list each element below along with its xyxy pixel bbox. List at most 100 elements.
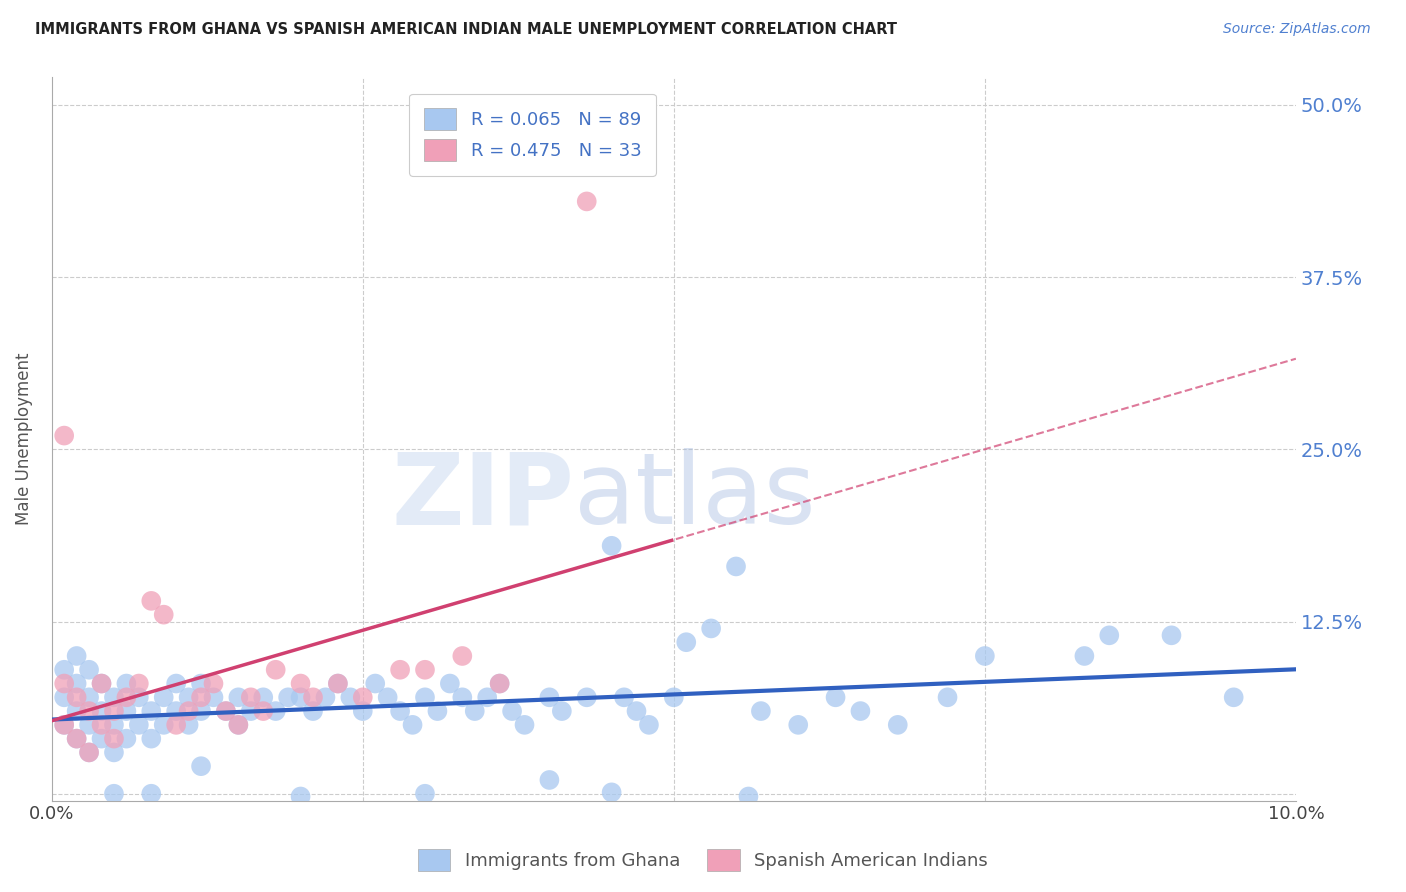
Point [103,787,125,801]
Point [115,731,138,746]
Point [77,663,100,677]
Point [326,676,349,690]
Point [141,787,163,801]
Point [90,676,112,690]
Point [190,759,212,773]
Point [426,704,449,718]
Point [252,690,274,705]
Point [575,194,598,209]
Point [389,663,412,677]
Point [239,704,262,718]
Point [215,704,238,718]
Point [413,690,436,705]
Point [103,690,125,705]
Point [152,690,174,705]
Point [165,704,187,718]
Point [202,676,225,690]
Point [53,690,76,705]
Point [413,787,436,801]
Point [165,718,187,732]
Point [551,704,574,718]
Point [352,704,374,718]
Point [401,718,423,732]
Point [264,663,287,677]
Point [190,704,212,718]
Point [290,789,312,804]
Point [77,746,100,760]
Point [66,676,89,690]
Point [252,704,274,718]
Point [824,690,846,705]
Point [613,690,636,705]
Point [128,718,150,732]
Point [202,690,225,705]
Point [600,539,623,553]
Point [177,718,200,732]
Point [215,704,238,718]
Point [77,746,100,760]
Point [103,718,125,732]
Text: Source: ZipAtlas.com: Source: ZipAtlas.com [1223,22,1371,37]
Point [66,704,89,718]
Point [103,731,125,746]
Point [477,690,499,705]
Point [66,731,89,746]
Point [290,690,312,705]
Point [77,690,100,705]
Point [413,663,436,677]
Point [538,772,561,787]
Point [451,648,474,663]
Point [53,663,76,677]
Point [239,690,262,705]
Point [66,731,89,746]
Point [228,718,250,732]
Point [364,676,387,690]
Point [115,676,138,690]
Point [501,704,523,718]
Point [737,789,759,804]
Point [626,704,648,718]
Point [749,704,772,718]
Point [277,690,299,705]
Legend: R = 0.065   N = 89, R = 0.475   N = 33: R = 0.065 N = 89, R = 0.475 N = 33 [409,94,655,176]
Point [451,690,474,705]
Point [1073,648,1095,663]
Point [228,690,250,705]
Text: IMMIGRANTS FROM GHANA VS SPANISH AMERICAN INDIAN MALE UNEMPLOYMENT CORRELATION C: IMMIGRANTS FROM GHANA VS SPANISH AMERICA… [35,22,897,37]
Point [141,704,163,718]
Point [152,718,174,732]
Point [302,704,325,718]
Point [488,676,510,690]
Point [66,648,89,663]
Point [115,690,138,705]
Point [177,690,200,705]
Point [90,718,112,732]
Point [190,676,212,690]
Point [973,648,995,663]
Point [675,635,697,649]
Point [141,594,163,608]
Y-axis label: Male Unemployment: Male Unemployment [15,352,32,525]
Point [302,690,325,705]
Point [326,676,349,690]
Point [339,690,361,705]
Point [936,690,959,705]
Point [377,690,399,705]
Point [228,718,250,732]
Point [66,690,89,705]
Point [77,704,100,718]
Point [77,718,100,732]
Point [887,718,910,732]
Point [115,704,138,718]
Point [662,690,685,705]
Point [439,676,461,690]
Point [53,718,76,732]
Point [464,704,486,718]
Point [849,704,872,718]
Point [90,676,112,690]
Point [600,785,623,799]
Point [103,746,125,760]
Point [103,704,125,718]
Point [314,690,336,705]
Point [575,690,598,705]
